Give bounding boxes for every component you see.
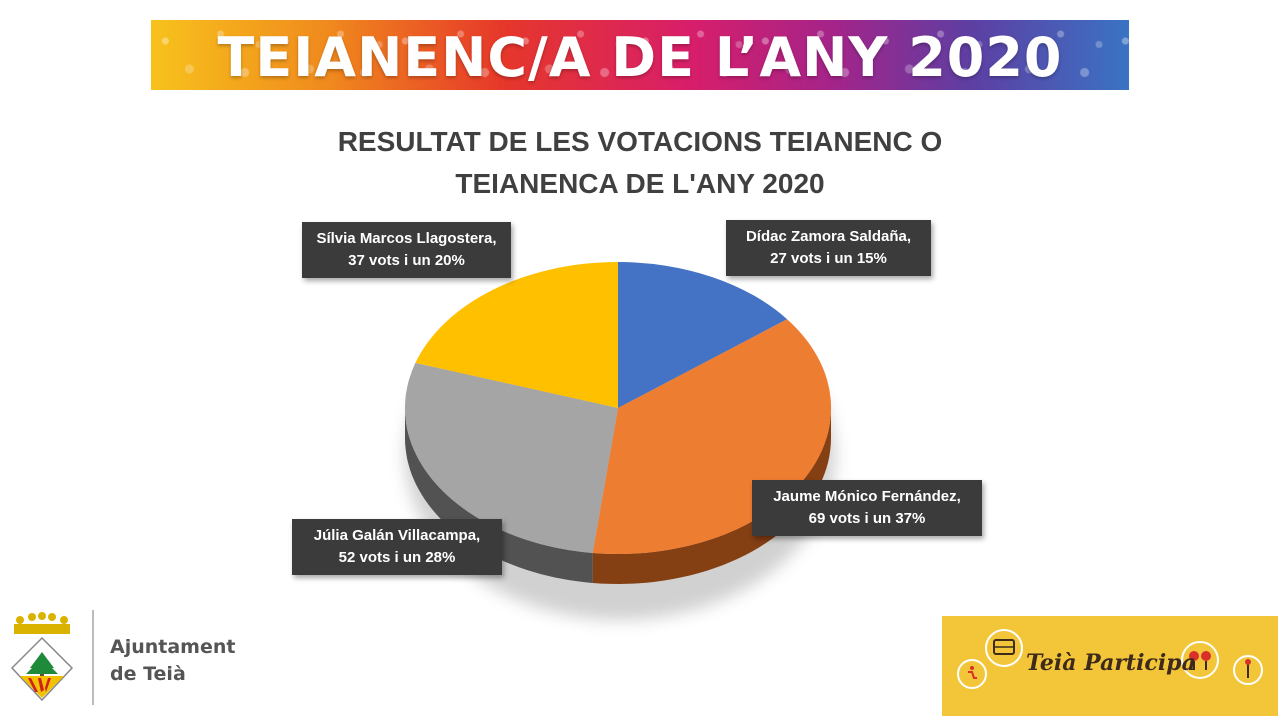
ajuntament-logo <box>10 612 74 702</box>
slice-label-didac: Dídac Zamora Saldaña, 27 vots i un 15% <box>726 220 931 276</box>
ajuntament-name: Ajuntament de Teià <box>110 634 235 688</box>
slice-label-name: Júlia Galán Villacampa, <box>313 527 481 544</box>
slice-label-name: Jaume Mónico Fernández, <box>773 488 961 505</box>
banner-texture <box>151 20 1129 90</box>
ajuntament-line-2: de Teià <box>110 663 186 685</box>
ajuntament-line-1: Ajuntament <box>110 636 236 658</box>
coat-of-arms-icon <box>10 636 74 702</box>
slice-label-silvia: Sílvia Marcos Llagostera, 37 vots i un 2… <box>302 222 511 278</box>
chart-title-line-1: RESULTAT DE LES VOTACIONS TEIANENC O <box>337 126 943 157</box>
chart-title-line-2: TEIANENCA DE L'ANY 2020 <box>455 168 825 199</box>
title-banner: TEIANENC/A DE L’ANY 2020 <box>151 20 1129 90</box>
slice-label-value: 52 vots i un 28% <box>338 549 456 566</box>
participa-icons <box>957 629 1263 689</box>
slice-label-value: 37 vots i un 20% <box>348 252 465 269</box>
slice-label-jaume: Jaume Mónico Fernández, 69 vots i un 37% <box>752 480 982 536</box>
accessibility-bubble-icon <box>957 659 987 689</box>
banner-title: TEIANENC/A DE L’ANY 2020 <box>217 26 1063 89</box>
pie-slice-didac <box>618 262 788 408</box>
trees-bubble-icon <box>1181 641 1219 679</box>
slice-label-name: Sílvia Marcos Llagostera, <box>316 230 497 247</box>
logo-divider <box>92 610 94 705</box>
pie-slice-julia <box>404 362 618 553</box>
teia-participa-label: Teià Participa <box>1026 650 1196 676</box>
slice-label-julia: Júlia Galán Villacampa, 52 vots i un 28% <box>292 519 502 575</box>
lamp-bubble-icon <box>1233 655 1263 685</box>
bus-bubble-icon <box>985 629 1023 667</box>
slice-label-value: 69 vots i un 37% <box>808 510 926 527</box>
teia-participa-badge: Teià Participa <box>942 616 1278 716</box>
pie-slice-silvia <box>415 262 618 408</box>
crown-icon <box>14 612 70 634</box>
slice-label-value: 27 vots i un 15% <box>770 250 887 267</box>
slice-label-name: Dídac Zamora Saldaña, <box>745 228 912 245</box>
pie-side-jaume <box>592 408 831 584</box>
